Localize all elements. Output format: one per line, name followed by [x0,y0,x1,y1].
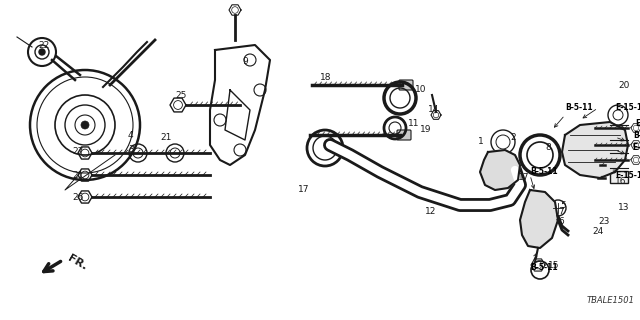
Circle shape [39,49,45,55]
Text: 8: 8 [545,143,551,153]
Text: 17: 17 [298,186,310,195]
Text: 16: 16 [615,178,627,187]
Text: 13: 13 [618,204,630,212]
Text: 7: 7 [558,207,564,217]
Text: 3: 3 [128,146,134,155]
Text: B-5-11: B-5-11 [530,167,557,177]
Text: 4: 4 [128,131,134,140]
Text: 20: 20 [618,81,629,90]
FancyBboxPatch shape [397,130,411,140]
Text: 21: 21 [160,132,172,141]
Text: 22: 22 [38,41,49,50]
Text: 17: 17 [518,172,529,181]
Polygon shape [562,122,628,178]
Text: 2: 2 [510,132,516,141]
Text: 27: 27 [72,148,83,156]
Polygon shape [480,150,520,190]
Text: 19: 19 [420,125,431,134]
Circle shape [81,121,89,129]
Text: 12: 12 [425,207,436,217]
Text: 14: 14 [428,106,440,115]
Text: B-5-11: B-5-11 [530,263,557,273]
Text: E-15-11: E-15-11 [615,171,640,180]
Bar [610,171,628,183]
Text: 23: 23 [598,218,609,227]
Text: E-15-11: E-15-11 [632,143,640,153]
Text: 11: 11 [408,119,419,129]
Text: 24: 24 [592,228,604,236]
Text: TBALE1501: TBALE1501 [587,296,635,305]
FancyBboxPatch shape [399,80,413,90]
Text: FR.: FR. [66,253,89,272]
Text: 26: 26 [72,193,83,202]
Text: 10: 10 [415,85,426,94]
Text: B-17-32: B-17-32 [633,131,640,140]
Text: 15: 15 [548,260,559,269]
Text: 9: 9 [242,58,248,67]
Text: 1: 1 [478,138,484,147]
Text: E-15-11: E-15-11 [615,103,640,113]
Text: 5: 5 [560,201,566,210]
Text: 6: 6 [558,218,564,227]
Text: 25: 25 [175,91,186,100]
Text: 18: 18 [320,74,332,83]
Text: 21: 21 [72,171,83,180]
Polygon shape [520,190,558,248]
Text: E-15-11: E-15-11 [635,118,640,127]
Text: B-5-11: B-5-11 [565,103,593,113]
